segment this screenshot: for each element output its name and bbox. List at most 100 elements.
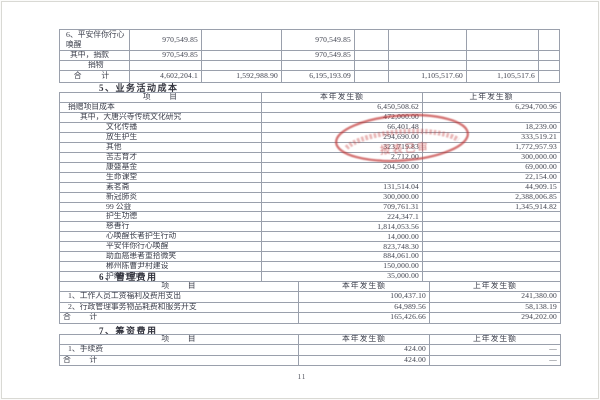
amount-cell: 64,989.56 <box>298 301 430 313</box>
amount-cell: — <box>429 354 561 366</box>
item-cell: 慈善行 <box>59 221 262 233</box>
table-row: 其中，捐款 970,549.85 970,549.85 <box>59 50 560 62</box>
amount-cell: 224,347.1 <box>261 211 423 223</box>
amount-cell: 150,000.00 <box>261 261 423 273</box>
amount-cell <box>201 28 282 52</box>
amount-cell <box>422 251 561 263</box>
amount-cell <box>129 60 202 72</box>
item-cell: 其他 <box>59 141 262 153</box>
header-current-year: 本年发生额 <box>261 92 423 103</box>
item-cell: 素茗斋 <box>59 181 262 193</box>
amount-cell: 323,719.83 <box>261 141 423 153</box>
section5-title: 5、业务活动成本 <box>99 83 179 93</box>
table-row: 1、工作人员工资福利及费用支出 100,437.10 241,380.00 <box>59 291 561 303</box>
page-number: 11 <box>297 373 307 381</box>
item-cell: 文化传播 <box>59 121 262 133</box>
item-cell: 郴州陈曹尹村建设 <box>59 261 262 273</box>
table-row: 助血癌患者重拾微笑 884,061.00 <box>59 251 561 263</box>
amount-cell: 300,000.00 <box>422 151 561 163</box>
fundraising-expense-table: 项 目 本年发生额 上年发生额 1、手续费 424.00— 合 计 424.00— <box>59 334 561 366</box>
amount-cell: 294,690.00 <box>261 131 423 143</box>
amount-cell <box>422 111 561 123</box>
amount-cell <box>422 221 561 233</box>
table-row: 素茗斋 131,514.04 44,909.15 <box>59 181 561 193</box>
header-item: 项 目 <box>59 281 299 292</box>
amount-cell <box>422 241 561 253</box>
table-row: 护生功德 224,347.1 <box>59 211 561 223</box>
table-row: 慈善行 1,814,053.56 <box>59 221 561 233</box>
amount-cell <box>466 28 539 52</box>
amount-cell: 823,748.30 <box>261 241 423 253</box>
table-row-total: 合 计 4,602,204.1 1,592,988.90 6,195,193.0… <box>59 70 560 84</box>
amount-cell <box>261 171 423 183</box>
amount-cell <box>538 60 560 72</box>
amount-cell: 1,772,957.93 <box>422 141 561 153</box>
amount-cell <box>388 28 467 52</box>
table-header-row: 项 目 本年发生额 上年发生额 <box>59 281 561 292</box>
table-row: 1、手续费 424.00— <box>59 344 561 356</box>
amount-cell <box>354 60 389 72</box>
amount-cell: 970,549.85 <box>129 50 202 62</box>
amount-cell: 241,380.00 <box>429 291 561 303</box>
table-row: 其他 323,719.83 1,772,957.93 <box>59 141 561 153</box>
table-header-row: 项 目 本年发生额 上年发生额 <box>59 334 561 345</box>
amount-cell: 66,401.48 <box>261 121 423 133</box>
amount-cell <box>422 261 561 273</box>
amount-cell: 6,294,700.96 <box>422 102 561 113</box>
header-item: 项 目 <box>59 334 299 345</box>
amount-cell: 294,202.00 <box>429 312 561 324</box>
item-cell: 99 公益 <box>59 201 262 213</box>
table-row-total: 合 计 424.00— <box>59 354 561 366</box>
item-cell: 护生功德 <box>59 211 262 223</box>
table-row: 6、平安伴你行心唤醒 970,549.85 970,549.85 <box>59 28 560 52</box>
amount-cell: — <box>429 344 561 356</box>
table-row: 2、行政管理事务物品耗费和服务开支 64,989.56 58,138.19 <box>59 301 561 313</box>
amount-cell: 165,426.66 <box>298 312 430 324</box>
item-cell: 捐赠项目成本 <box>59 102 262 113</box>
amount-cell <box>538 50 560 62</box>
amount-cell: 970,549.85 <box>281 50 355 62</box>
amount-cell <box>354 50 389 62</box>
table-row: 捐赠项目成本 6,450,508.62 6,294,700.96 <box>59 102 561 113</box>
amount-cell: 1,592,988.90 <box>201 70 282 84</box>
amount-cell <box>538 70 560 84</box>
amount-cell <box>388 60 467 72</box>
amount-cell: 14,000.00 <box>261 231 423 243</box>
item-cell: 6、平安伴你行心唤醒 <box>59 28 130 52</box>
table-row: 捐物 <box>59 60 560 72</box>
amount-cell: 131,514.04 <box>261 181 423 193</box>
table-row-total: 合 计 165,426.66 294,202.00 <box>59 312 561 324</box>
amount-cell <box>466 60 539 72</box>
header-current-year: 本年发生额 <box>298 281 430 292</box>
item-cell: 其中，捐款 <box>59 50 130 62</box>
amount-cell: 709,761.31 <box>261 201 423 213</box>
section6-title: 6、管理费用 <box>99 272 158 282</box>
amount-cell: 44,909.15 <box>422 181 561 193</box>
amount-cell <box>422 231 561 243</box>
item-cell: 1、工作人员工资福利及费用支出 <box>59 291 299 303</box>
amount-cell <box>538 28 560 52</box>
header-item: 项 目 <box>59 92 262 103</box>
total-label-cell: 合 计 <box>59 312 299 324</box>
table-row: 生命课堂 22,154.00 <box>59 171 561 183</box>
amount-cell: 300,000.00 <box>261 191 423 203</box>
amount-cell: 1,105,517.60 <box>388 70 467 84</box>
management-expense-table: 项 目 本年发生额 上年发生额 1、工作人员工资福利及费用支出 100,437.1… <box>59 281 561 324</box>
item-cell: 新冠肺炎 <box>59 191 262 203</box>
donation-summary-table: 6、平安伴你行心唤醒 970,549.85 970,549.85 其中，捐款 9… <box>59 28 560 84</box>
table-row: 康盛基金 204,500.00 69,000.00 <box>59 161 561 173</box>
amount-cell: 18,239.00 <box>422 121 561 133</box>
header-prior-year: 上年发生额 <box>422 92 561 103</box>
amount-cell <box>201 60 282 72</box>
amount-cell <box>354 28 389 52</box>
amount-cell: 424.00 <box>298 354 430 366</box>
business-activity-cost-table: 项 目 本年发生额 上年发生额 捐赠项目成本 6,450,508.62 6,294,… <box>59 92 561 283</box>
amount-cell <box>201 50 282 62</box>
amount-cell: 2,388,006.85 <box>422 191 561 203</box>
amount-cell: 2,712.00 <box>261 151 423 163</box>
item-cell: 1、手续费 <box>59 344 299 356</box>
header-prior-year: 上年发生额 <box>429 281 561 292</box>
amount-cell: 333,519.21 <box>422 131 561 143</box>
amount-cell: 204,500.00 <box>261 161 423 173</box>
amount-cell: 22,154.00 <box>422 171 561 183</box>
